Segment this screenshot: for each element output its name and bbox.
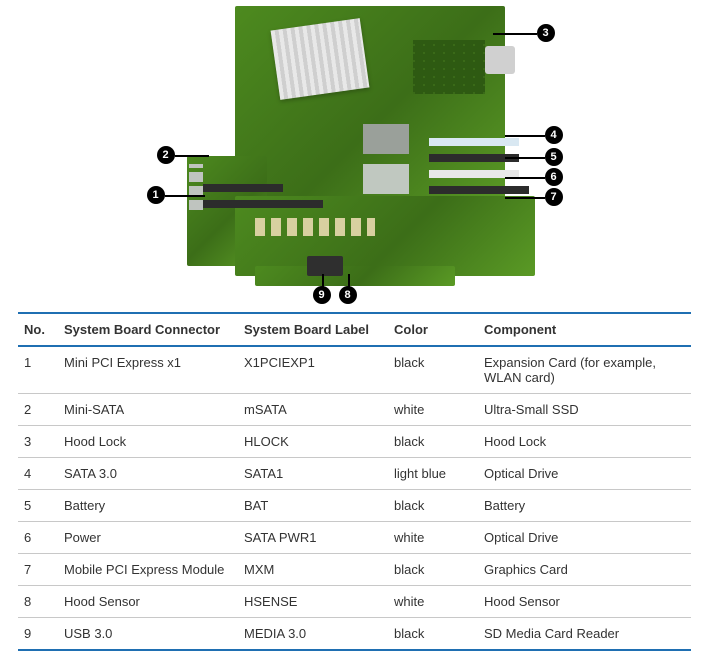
cell-label: HLOCK <box>238 426 388 458</box>
bottom-connector <box>307 256 343 276</box>
board-illustration: 1 2 3 4 5 6 7 89 <box>145 6 565 304</box>
audio-jacks <box>189 164 203 210</box>
cell-color: light blue <box>388 458 478 490</box>
cell-label: SATA PWR1 <box>238 522 388 554</box>
cell-color: black <box>388 490 478 522</box>
chip-1 <box>363 124 409 154</box>
callout-badge-4: 4 <box>545 126 563 144</box>
cell-component: Expansion Card (for example, WLAN card) <box>478 346 691 394</box>
callout-line-3 <box>493 33 537 35</box>
cell-no: 4 <box>18 458 58 490</box>
cell-connector: Hood Sensor <box>58 586 238 618</box>
cell-component: Graphics Card <box>478 554 691 586</box>
table-row: 2Mini-SATAmSATAwhiteUltra-Small SSD <box>18 394 691 426</box>
cell-no: 3 <box>18 426 58 458</box>
cell-label: BAT <box>238 490 388 522</box>
cell-label: mSATA <box>238 394 388 426</box>
cell-label: HSENSE <box>238 586 388 618</box>
col-header-component: Component <box>478 313 691 346</box>
table-row: 1Mini PCI Express x1X1PCIEXP1blackExpans… <box>18 346 691 394</box>
heatsink <box>270 18 369 100</box>
cell-component: Hood Lock <box>478 426 691 458</box>
col-header-label: System Board Label <box>238 313 388 346</box>
callout-line-5 <box>505 157 545 159</box>
cell-connector: USB 3.0 <box>58 618 238 651</box>
cell-connector: Power <box>58 522 238 554</box>
callout-badge-7: 7 <box>545 188 563 206</box>
col-header-color: Color <box>388 313 478 346</box>
cell-connector: SATA 3.0 <box>58 458 238 490</box>
callout-line-2 <box>175 155 209 157</box>
table-header-row: No. System Board Connector System Board … <box>18 313 691 346</box>
cell-color: black <box>388 426 478 458</box>
cell-color: white <box>388 394 478 426</box>
cell-connector: Mini PCI Express x1 <box>58 346 238 394</box>
cell-color: black <box>388 346 478 394</box>
cell-color: white <box>388 586 478 618</box>
cell-no: 8 <box>18 586 58 618</box>
callout-badge-2: 2 <box>157 146 175 164</box>
slot-right-4 <box>429 186 529 194</box>
table-row: 9USB 3.0MEDIA 3.0blackSD Media Card Read… <box>18 618 691 651</box>
callout-line-7 <box>505 197 545 199</box>
table-row: 6PowerSATA PWR1whiteOptical Drive <box>18 522 691 554</box>
cell-no: 7 <box>18 554 58 586</box>
cell-component: Ultra-Small SSD <box>478 394 691 426</box>
cell-label: SATA1 <box>238 458 388 490</box>
capacitor-row <box>255 218 375 236</box>
pcb-bottom2 <box>255 266 455 286</box>
table-row: 7Mobile PCI Express ModuleMXMblackGraphi… <box>18 554 691 586</box>
connector-table: No. System Board Connector System Board … <box>18 312 691 651</box>
callout-badge-6: 6 <box>545 168 563 186</box>
cell-no: 1 <box>18 346 58 394</box>
cell-no: 6 <box>18 522 58 554</box>
callout-line-6 <box>505 177 545 179</box>
cell-component: Optical Drive <box>478 522 691 554</box>
slot-right-1 <box>429 138 519 146</box>
callout-badge-8: 8 <box>339 286 357 304</box>
chip-2 <box>363 164 409 194</box>
memory-chips <box>413 40 485 94</box>
cell-connector: Battery <box>58 490 238 522</box>
callout-badge-1: 1 <box>147 186 165 204</box>
cell-component: Optical Drive <box>478 458 691 490</box>
table-row: 5BatteryBATblackBattery <box>18 490 691 522</box>
cell-component: SD Media Card Reader <box>478 618 691 651</box>
cell-color: white <box>388 522 478 554</box>
callout-badge-5: 5 <box>545 148 563 166</box>
table-row: 8Hood SensorHSENSEwhiteHood Sensor <box>18 586 691 618</box>
cell-no: 9 <box>18 618 58 651</box>
vga-port <box>485 46 515 74</box>
cell-no: 2 <box>18 394 58 426</box>
callout-line-1 <box>165 195 205 197</box>
callout-badge-3: 3 <box>537 24 555 42</box>
cell-label: MEDIA 3.0 <box>238 618 388 651</box>
callout-badge-9: 9 <box>313 286 331 304</box>
callout-line-4 <box>505 135 545 137</box>
cell-component: Battery <box>478 490 691 522</box>
cell-component: Hood Sensor <box>478 586 691 618</box>
cell-connector: Hood Lock <box>58 426 238 458</box>
col-header-connector: System Board Connector <box>58 313 238 346</box>
cell-connector: Mini-SATA <box>58 394 238 426</box>
cell-no: 5 <box>18 490 58 522</box>
slot-left-1 <box>203 184 283 192</box>
cell-color: black <box>388 554 478 586</box>
connector-table-wrap: No. System Board Connector System Board … <box>0 304 709 665</box>
cell-label: MXM <box>238 554 388 586</box>
board-illustration-wrap: 1 2 3 4 5 6 7 89 <box>0 0 709 304</box>
cell-label: X1PCIEXP1 <box>238 346 388 394</box>
table-row: 3Hood LockHLOCKblackHood Lock <box>18 426 691 458</box>
cell-connector: Mobile PCI Express Module <box>58 554 238 586</box>
pcb-bottom <box>235 196 535 276</box>
table-row: 4SATA 3.0SATA1light blueOptical Drive <box>18 458 691 490</box>
cell-color: black <box>388 618 478 651</box>
col-header-no: No. <box>18 313 58 346</box>
slot-left-2 <box>203 200 323 208</box>
